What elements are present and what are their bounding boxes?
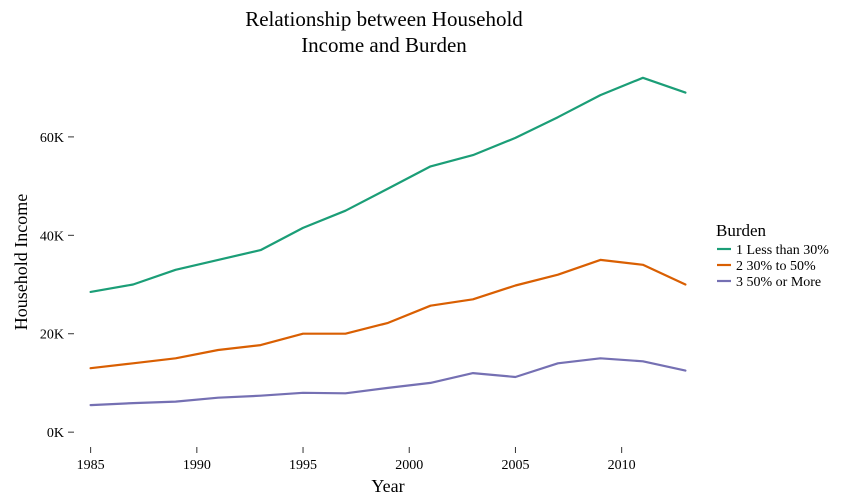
legend-label-2: 2 30% to 50% [736, 259, 816, 274]
x-tick-label: 1985 [77, 458, 105, 473]
chart-title-line-1: Relationship between Household [245, 7, 523, 31]
x-tick-label: 2010 [608, 458, 636, 473]
legend-title: Burden [716, 221, 767, 240]
series-line-2 [89, 258, 687, 370]
x-tick-label: 1995 [289, 458, 317, 473]
legend-label-3: 3 50% or More [736, 275, 821, 290]
legend: Burden 1 Less than 30%2 30% to 50%3 50% … [716, 221, 829, 290]
y-tick-label: 20K [40, 328, 64, 343]
x-tick-label: 2000 [395, 458, 423, 473]
y-axis-title: Household Income [11, 194, 31, 330]
series-line-1 [89, 76, 687, 293]
y-axis: 0K 20K 40K 60K [40, 131, 74, 441]
series-line-3 [89, 357, 687, 407]
x-axis: 1985 1990 1995 2000 2005 2010 [77, 447, 636, 473]
y-tick-label: 40K [40, 229, 64, 244]
y-tick-label: 60K [40, 131, 64, 146]
x-tick-label: 1990 [183, 458, 211, 473]
chart-title-line-2: Income and Burden [301, 33, 467, 57]
x-tick-label: 2005 [501, 458, 529, 473]
plot-area [89, 76, 687, 407]
x-axis-title: Year [371, 476, 404, 496]
chart-title: Relationship between Household Income an… [245, 7, 523, 57]
legend-label-1: 1 Less than 30% [736, 243, 829, 258]
y-tick-label: 0K [47, 426, 64, 441]
